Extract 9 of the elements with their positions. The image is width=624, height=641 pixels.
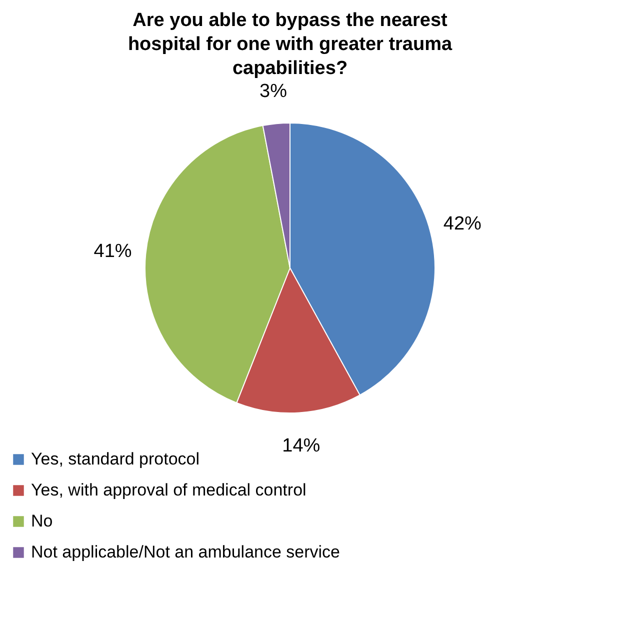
chart-title: Are you able to bypass the nearest hospital for one with greater trauma capabilities? — [128, 10, 452, 79]
data-label: 41% — [94, 241, 132, 262]
legend-label: Yes, standard protocol — [31, 450, 200, 468]
data-label: 42% — [443, 214, 482, 235]
legend-label: Yes, with approval of medical control — [31, 480, 306, 500]
data-label: 14% — [282, 436, 320, 457]
legend-label: Not applicable/Not an ambulance service — [31, 542, 340, 562]
legend-label: No — [31, 512, 53, 530]
data-label: 3% — [260, 80, 288, 102]
